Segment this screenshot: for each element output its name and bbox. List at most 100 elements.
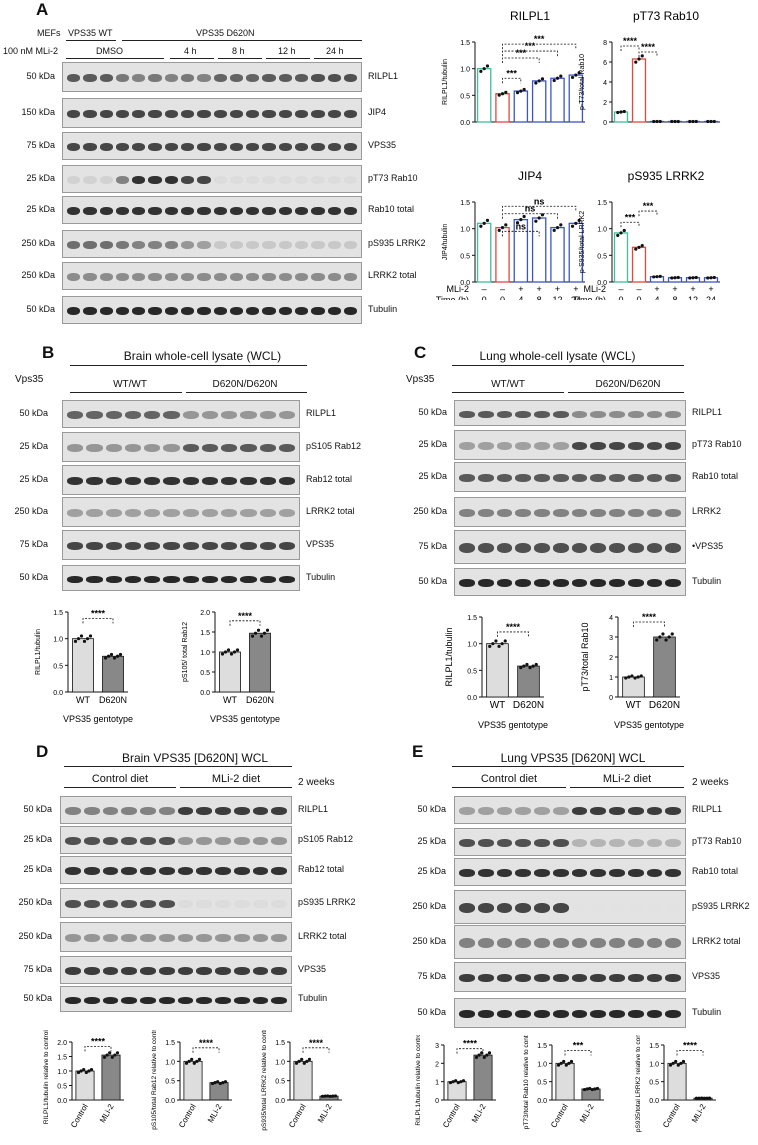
- data-point: [494, 639, 498, 643]
- panel-label-c: C: [414, 343, 427, 362]
- sig-bracket: [497, 631, 529, 637]
- data-point: [102, 1055, 107, 1059]
- blot-label-pt73-rab10: pT73 Rab10: [692, 439, 742, 449]
- bar: [555, 1062, 575, 1101]
- mw-marker: 250 kDa: [14, 506, 48, 516]
- sig-bracket: [564, 1050, 592, 1056]
- chart-d-ps935: 0.0 0.5 1.0 1.5 pS935/total LRRK2 relative t…: [261, 1030, 342, 1131]
- y-tick-label: 1.0: [649, 1061, 659, 1068]
- data-point: [706, 276, 710, 280]
- mli2-conc-label: 100 nM MLi-2: [3, 46, 59, 56]
- y-tick-label: 1.0: [460, 227, 470, 234]
- data-point: [537, 216, 541, 220]
- y-tick-label: 1: [609, 675, 613, 682]
- data-point: [218, 1081, 222, 1086]
- x-tick-label: D620N: [99, 695, 127, 705]
- mw-marker: 25 kDa: [417, 836, 446, 846]
- sig-bracket: [502, 205, 577, 212]
- mw-marker: 25 kDa: [23, 864, 52, 874]
- mli2-value: –: [618, 284, 623, 294]
- y-axis-label: RILPL1/tubulin: [444, 627, 454, 686]
- data-point: [482, 221, 486, 225]
- sig-bracket: [633, 621, 665, 627]
- chart-title: pT73 Rab10: [633, 9, 699, 23]
- data-point: [688, 276, 692, 280]
- mli2-value: +: [672, 284, 677, 294]
- bar: [473, 1054, 493, 1101]
- data-point: [622, 228, 626, 233]
- sig-label: ****: [642, 612, 657, 622]
- mw-marker: 25 kDa: [26, 173, 55, 183]
- sig-label: ***: [573, 1041, 584, 1051]
- e-weeks-label: 2 weeks: [692, 777, 729, 788]
- y-tick-label: 4: [609, 615, 613, 622]
- mw-marker: 150 kDa: [21, 107, 55, 117]
- data-point: [187, 1059, 191, 1063]
- sig-label: ***: [625, 212, 636, 222]
- data-point: [709, 119, 713, 124]
- mw-marker: 25 kDa: [26, 204, 55, 214]
- data-point: [670, 632, 674, 636]
- d-mli-header: MLi-2 diet: [211, 773, 261, 785]
- data-point: [559, 1061, 563, 1065]
- blot-label-lrrk2-total: LRRK2 total: [298, 931, 347, 941]
- data-point: [482, 67, 486, 71]
- time-value: 12: [688, 295, 698, 300]
- y-tick-label: 0.0: [649, 1098, 659, 1105]
- data-point: [113, 1053, 117, 1057]
- blot-lrrk2-total: [454, 925, 686, 959]
- data-point: [681, 1059, 686, 1064]
- mw-marker: 75 kDa: [26, 140, 55, 150]
- data-point: [519, 218, 523, 222]
- y-tick-label: 3: [609, 635, 613, 642]
- x-tick-label: WT: [490, 700, 506, 711]
- y-tick-label: 0: [609, 695, 613, 702]
- y-tick-label: 0.5: [460, 93, 470, 100]
- data-point: [108, 1051, 112, 1055]
- sig-bracket: [302, 1047, 330, 1053]
- time-value: 24: [706, 295, 716, 300]
- data-point: [82, 639, 87, 643]
- data-point: [480, 1051, 484, 1055]
- y-tick-label: 0: [435, 1098, 439, 1105]
- bar: [209, 1082, 229, 1101]
- x-tick-label: WT: [223, 695, 237, 705]
- data-point: [195, 1059, 199, 1063]
- data-point: [479, 224, 483, 228]
- y-tick-label: 0.0: [200, 690, 210, 697]
- blot-label-ps105-rab12: pS105 Rab12: [306, 441, 362, 451]
- data-point: [661, 632, 665, 636]
- y-axis-label: RILPL1/tubulin: [35, 629, 42, 675]
- data-point: [640, 244, 644, 248]
- data-point: [694, 275, 698, 280]
- y-tick-label: 0.5: [53, 663, 63, 670]
- data-point: [235, 648, 240, 652]
- y-tick-label: 1.5: [53, 610, 63, 617]
- data-point: [522, 214, 526, 219]
- bar: [102, 655, 124, 693]
- sig-bracket: [620, 221, 640, 228]
- blot-rilpl1: [454, 400, 686, 426]
- data-point: [676, 119, 680, 124]
- x-tick-label: Control: [287, 1102, 308, 1129]
- blot-label-lrrk2-total: LRRK2 total: [368, 270, 417, 280]
- x-tick-label: D620N: [649, 700, 680, 711]
- time-row-label: Time (h): [436, 295, 469, 300]
- e-mli-header: MLi-2 diet: [602, 773, 652, 785]
- data-point: [459, 1080, 463, 1084]
- a-t8-header: 8 h: [232, 46, 245, 56]
- data-point: [664, 638, 668, 642]
- y-tick-label: 1.0: [467, 642, 477, 649]
- bar: [622, 676, 645, 698]
- data-point: [500, 226, 505, 230]
- bar: [486, 643, 509, 698]
- mw-marker: 75 kDa: [23, 964, 52, 974]
- blot-label-jip4: JIP4: [368, 107, 387, 117]
- y-tick-label: 0.5: [165, 1079, 175, 1086]
- blot-ps935-lrrk2: [62, 230, 362, 258]
- data-point: [226, 648, 231, 652]
- data-point: [570, 224, 575, 228]
- data-point: [103, 656, 108, 660]
- data-point: [519, 666, 523, 670]
